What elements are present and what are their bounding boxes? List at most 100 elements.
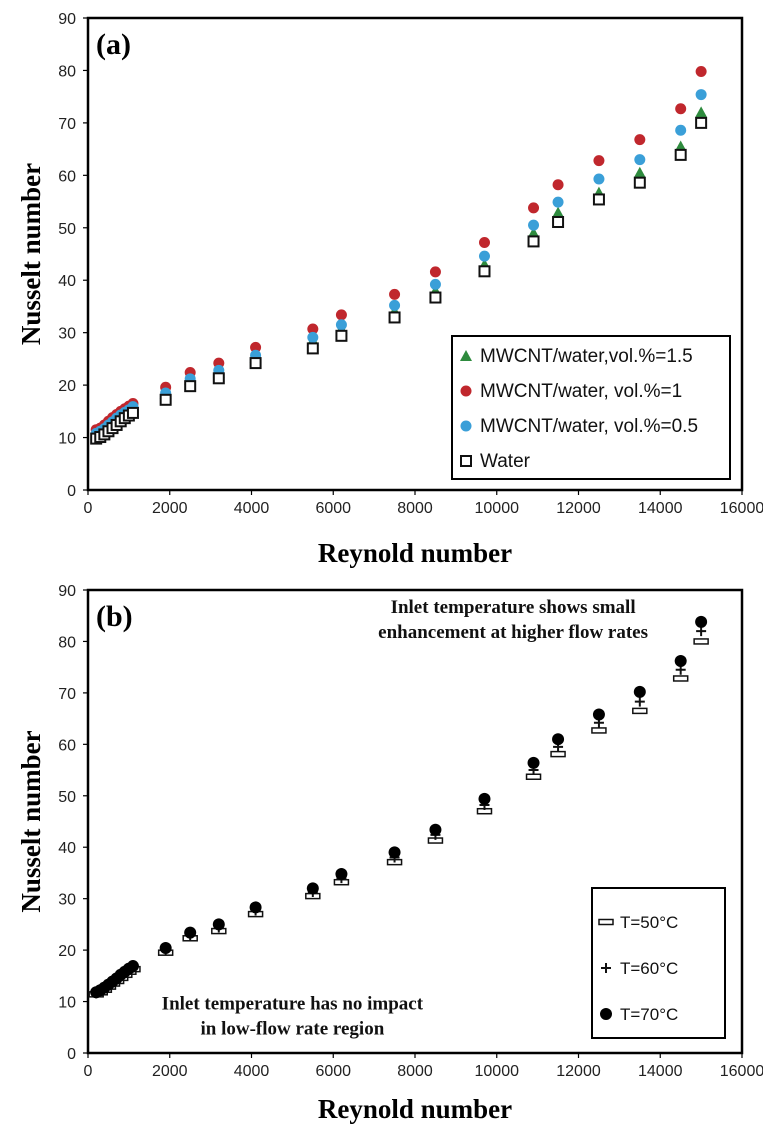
data-point	[634, 134, 646, 146]
data-point	[212, 372, 225, 385]
data-point	[591, 727, 607, 734]
x-tick-label: 16000	[720, 1063, 763, 1080]
data-point	[478, 250, 490, 262]
y-tick-label: 50	[58, 221, 76, 238]
legend-label: Water	[480, 451, 531, 472]
data-point	[307, 331, 319, 343]
panel-label: (a)	[96, 28, 131, 61]
data-point	[552, 206, 565, 218]
data-point	[633, 166, 646, 178]
data-point	[478, 265, 491, 278]
x-tick-label: 14000	[638, 1063, 683, 1080]
panel-label: (b)	[96, 600, 133, 633]
x-tick-label: 6000	[315, 500, 351, 517]
data-point	[389, 288, 401, 300]
data-point	[429, 823, 442, 836]
data-point	[527, 756, 540, 769]
y-tick-label: 10	[58, 995, 76, 1012]
data-point	[632, 707, 648, 715]
x-tick-label: 0	[84, 500, 93, 517]
legend-label: T=50°C	[620, 913, 678, 932]
legend-box	[451, 335, 731, 480]
data-point	[693, 638, 709, 645]
data-point	[478, 236, 490, 248]
data-point	[634, 696, 645, 707]
x-tick-label: 10000	[475, 500, 520, 517]
legend-marker	[600, 1008, 612, 1020]
y-tick-label: 30	[58, 892, 76, 909]
data-point	[126, 406, 139, 419]
x-tick-label: 4000	[234, 1063, 270, 1080]
legend-marker	[598, 918, 614, 926]
data-point	[592, 193, 605, 206]
annotation-text: in low-flow rate region	[200, 1018, 384, 1039]
y-tick-label: 0	[67, 483, 76, 500]
x-tick-label: 0	[84, 1063, 93, 1080]
x-tick-label: 16000	[720, 500, 763, 517]
data-point	[528, 202, 540, 214]
chart-panel-a: 0 2000 4000 6000 8000 10000 12000 14000 16000 0 10…	[16, 11, 763, 568]
data-point	[672, 675, 689, 682]
x-tick-label: 4000	[234, 500, 270, 517]
legend-label: T=60°C	[620, 959, 678, 978]
legend: MWCNT/water,vol.%=1.5 MWCNT/water, vol.%=…	[451, 335, 731, 480]
legend-label: MWCNT/water, vol.%=0.5	[480, 416, 698, 437]
data-point	[212, 918, 225, 931]
y-tick-label: 80	[58, 63, 76, 80]
annotation-text: Inlet temperature has no impact	[162, 993, 424, 1014]
data-point	[552, 196, 564, 208]
x-tick-label: 10000	[475, 1063, 520, 1080]
annotation-text: enhancement at higher flow rates	[378, 622, 648, 643]
legend-marker	[460, 385, 472, 397]
x-tick-label: 8000	[397, 500, 433, 517]
data-point	[335, 309, 347, 321]
data-point	[593, 155, 605, 167]
data-point	[184, 380, 197, 393]
data-point	[695, 106, 708, 118]
y-tick-label: 10	[58, 431, 76, 448]
data-point	[550, 750, 566, 758]
legend-box	[591, 887, 726, 1039]
data-point	[675, 124, 687, 136]
annotation-text: Inlet temperature shows small	[391, 597, 636, 618]
data-point	[633, 176, 646, 189]
data-point	[306, 342, 319, 355]
data-point	[674, 140, 687, 152]
data-point	[249, 357, 262, 370]
data-point	[634, 154, 646, 166]
data-point	[674, 654, 687, 667]
y-axis-title: Nusselt number	[16, 163, 46, 345]
x-tick-label: 12000	[556, 1063, 601, 1080]
y-tick-label: 90	[58, 11, 76, 28]
data-point	[552, 179, 564, 191]
data-point	[389, 299, 401, 311]
x-tick-label: 2000	[152, 500, 188, 517]
series-3	[90, 116, 708, 445]
data-point	[159, 942, 172, 955]
x-tick-label: 2000	[152, 1063, 188, 1080]
data-point	[593, 173, 605, 185]
data-point	[478, 792, 491, 805]
legend-marker	[460, 420, 472, 432]
data-point	[250, 341, 262, 353]
y-tick-label: 80	[58, 634, 76, 651]
y-tick-label: 0	[67, 1046, 76, 1063]
data-point	[429, 266, 441, 278]
y-tick-label: 60	[58, 737, 76, 754]
data-point	[592, 708, 605, 721]
x-tick-label: 6000	[315, 1063, 351, 1080]
data-point	[552, 216, 565, 229]
data-point	[249, 901, 262, 914]
legend-label: MWCNT/water,vol.%=1.5	[480, 346, 693, 367]
data-point	[695, 65, 707, 77]
legend: T=50°C T=60°C T=70°C	[591, 887, 726, 1039]
data-point	[388, 846, 401, 859]
y-tick-label: 70	[58, 686, 76, 703]
x-tick-label: 14000	[638, 500, 683, 517]
data-point	[695, 615, 708, 628]
data-point	[527, 227, 540, 239]
legend-marker	[460, 455, 472, 467]
y-tick-label: 20	[58, 943, 76, 960]
data-point	[126, 960, 139, 973]
